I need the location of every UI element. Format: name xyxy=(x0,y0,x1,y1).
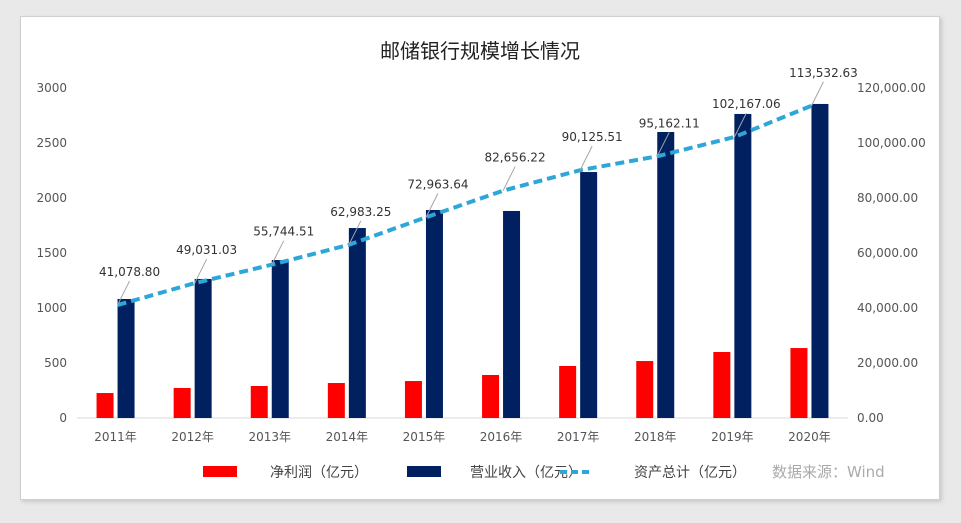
bar-revenue xyxy=(348,228,366,418)
data-label-total-assets: 90,125.51 xyxy=(562,130,623,144)
data-label-total-assets: 72,963.64 xyxy=(407,177,468,191)
x-tick-label: 2013年 xyxy=(248,430,291,444)
data-label-total-assets: 49,031.03 xyxy=(176,243,237,257)
y-right-tick-label: 0.00 xyxy=(857,411,884,425)
data-label-leader xyxy=(117,280,130,306)
y-left-tick-label: 0 xyxy=(59,411,67,425)
y-left-tick-label: 2500 xyxy=(36,136,67,150)
bar-net-profit xyxy=(713,352,731,418)
data-label-leader xyxy=(811,81,824,107)
legend-label-assets: 资产总计（亿元） xyxy=(634,465,746,481)
bar-net-profit xyxy=(96,393,114,418)
bar-net-profit xyxy=(636,361,654,418)
y-left-tick-label: 500 xyxy=(44,356,67,370)
y-left-tick-label: 2000 xyxy=(36,191,67,205)
chart-frame xyxy=(20,16,940,500)
bar-net-profit xyxy=(559,365,577,418)
x-tick-label: 2018年 xyxy=(634,430,677,444)
legend-swatch-net-profit xyxy=(203,466,237,477)
bar-revenue xyxy=(194,278,212,418)
bar-net-profit xyxy=(404,381,422,418)
data-label-leader xyxy=(579,145,593,171)
y-right-tick-label: 60,000.00 xyxy=(857,246,918,260)
bar-net-profit xyxy=(250,385,268,418)
y-left-tick-label: 1000 xyxy=(36,301,67,315)
y-right-tick-label: 80,000.00 xyxy=(857,191,918,205)
data-label-total-assets: 55,744.51 xyxy=(253,225,314,239)
data-label-total-assets: 62,983.25 xyxy=(330,205,391,219)
data-label-leader xyxy=(425,193,439,218)
x-tick-label: 2014年 xyxy=(326,430,369,444)
data-label-total-assets: 82,656.22 xyxy=(485,151,546,165)
data-label-total-assets: 41,078.80 xyxy=(99,265,160,279)
data-label-leader xyxy=(656,132,670,157)
bar-revenue xyxy=(503,210,521,418)
bar-revenue xyxy=(734,113,752,419)
x-tick-label: 2015年 xyxy=(403,430,446,444)
y-left-tick-label: 3000 xyxy=(36,81,67,95)
bar-revenue xyxy=(811,103,829,418)
data-label-total-assets: 102,167.06 xyxy=(712,97,781,111)
legend-swatch-revenue xyxy=(407,466,441,477)
data-label-total-assets: 113,532.63 xyxy=(789,66,858,80)
bar-net-profit xyxy=(173,387,191,418)
data-label-leader xyxy=(271,240,285,265)
data-label-leader xyxy=(194,258,208,284)
y-right-tick-label: 120,000.00 xyxy=(857,81,926,95)
bar-net-profit xyxy=(327,383,345,418)
x-tick-label: 2016年 xyxy=(480,430,523,444)
line-total-assets xyxy=(117,103,813,307)
bar-revenue xyxy=(580,172,598,418)
bar-revenue xyxy=(657,132,675,418)
bar-net-profit xyxy=(790,348,808,418)
x-tick-label: 2020年 xyxy=(788,430,831,444)
y-right-tick-label: 20,000.00 xyxy=(857,356,918,370)
legend-label-revenue: 营业收入（亿元） xyxy=(470,465,582,481)
bar-revenue xyxy=(425,209,443,418)
chart-title: 邮储银行规模增长情况 xyxy=(380,39,580,63)
x-tick-label: 2017年 xyxy=(557,430,600,444)
legend: 净利润（亿元） 营业收入（亿元） 资产总计（亿元） 数据来源：Wind xyxy=(203,463,885,481)
bar-net-profit xyxy=(482,374,500,418)
x-tick-label: 2019年 xyxy=(711,430,754,444)
y-right-tick-label: 40,000.00 xyxy=(857,301,918,315)
legend-label-net-profit: 净利润（亿元） xyxy=(270,465,368,481)
data-label-leader xyxy=(348,220,362,246)
data-label-total-assets: 95,162.11 xyxy=(639,116,700,130)
y-right-tick-label: 100,000.00 xyxy=(857,136,926,150)
bar-revenue xyxy=(271,260,289,418)
bar-revenue xyxy=(117,298,135,418)
x-tick-label: 2011年 xyxy=(94,430,137,444)
data-label-leader xyxy=(733,112,747,138)
source-note: 数据来源：Wind xyxy=(772,463,885,481)
x-tick-label: 2012年 xyxy=(171,430,214,444)
y-left-tick-label: 1500 xyxy=(36,246,67,260)
data-label-leader xyxy=(502,166,516,191)
